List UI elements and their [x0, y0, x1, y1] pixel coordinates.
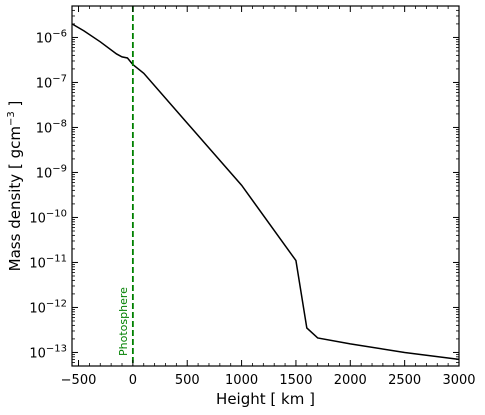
x-tick-label: 0	[129, 373, 137, 388]
y-tick-label: 10−12	[29, 298, 67, 316]
y-tick-label: 10−8	[36, 118, 67, 136]
x-tick-label: 2000	[334, 373, 367, 388]
y-tick-label: 10−10	[29, 208, 67, 226]
plot-content: Photosphere	[71, 6, 460, 366]
x-tick-label: 1000	[225, 373, 258, 388]
y-axis-label-exponent: −3	[6, 111, 17, 126]
series-line-0	[71, 23, 460, 361]
x-axis-label: Height [ km ]	[216, 390, 315, 408]
y-axis-label-main: Mass density [ gcm	[6, 126, 24, 271]
y-axis: 10−13 10−12 10−11 10−10 10−9 10−8 10−7 10−6	[29, 5, 459, 367]
y-axis-label-end: ]	[6, 101, 24, 112]
x-tick-label: 2500	[388, 373, 421, 388]
x-tick-label: 1500	[279, 373, 312, 388]
y-tick-label: 10−9	[36, 163, 67, 181]
photosphere-label: Photosphere	[117, 287, 130, 356]
y-tick-label: 10−11	[29, 253, 67, 271]
y-tick-label: 10−7	[36, 73, 67, 91]
x-tick-label: −500	[61, 373, 97, 388]
y-tick-label: 10−6	[36, 28, 67, 46]
x-tick-label: 500	[175, 373, 200, 388]
y-axis-label: Mass density [ gcm−3 ]	[6, 101, 24, 272]
x-axis: −500 0 500 1000 1500 2000 2500 3000	[61, 6, 476, 388]
y-tick-label: 10−13	[29, 343, 67, 361]
x-tick-label: 3000	[442, 373, 475, 388]
